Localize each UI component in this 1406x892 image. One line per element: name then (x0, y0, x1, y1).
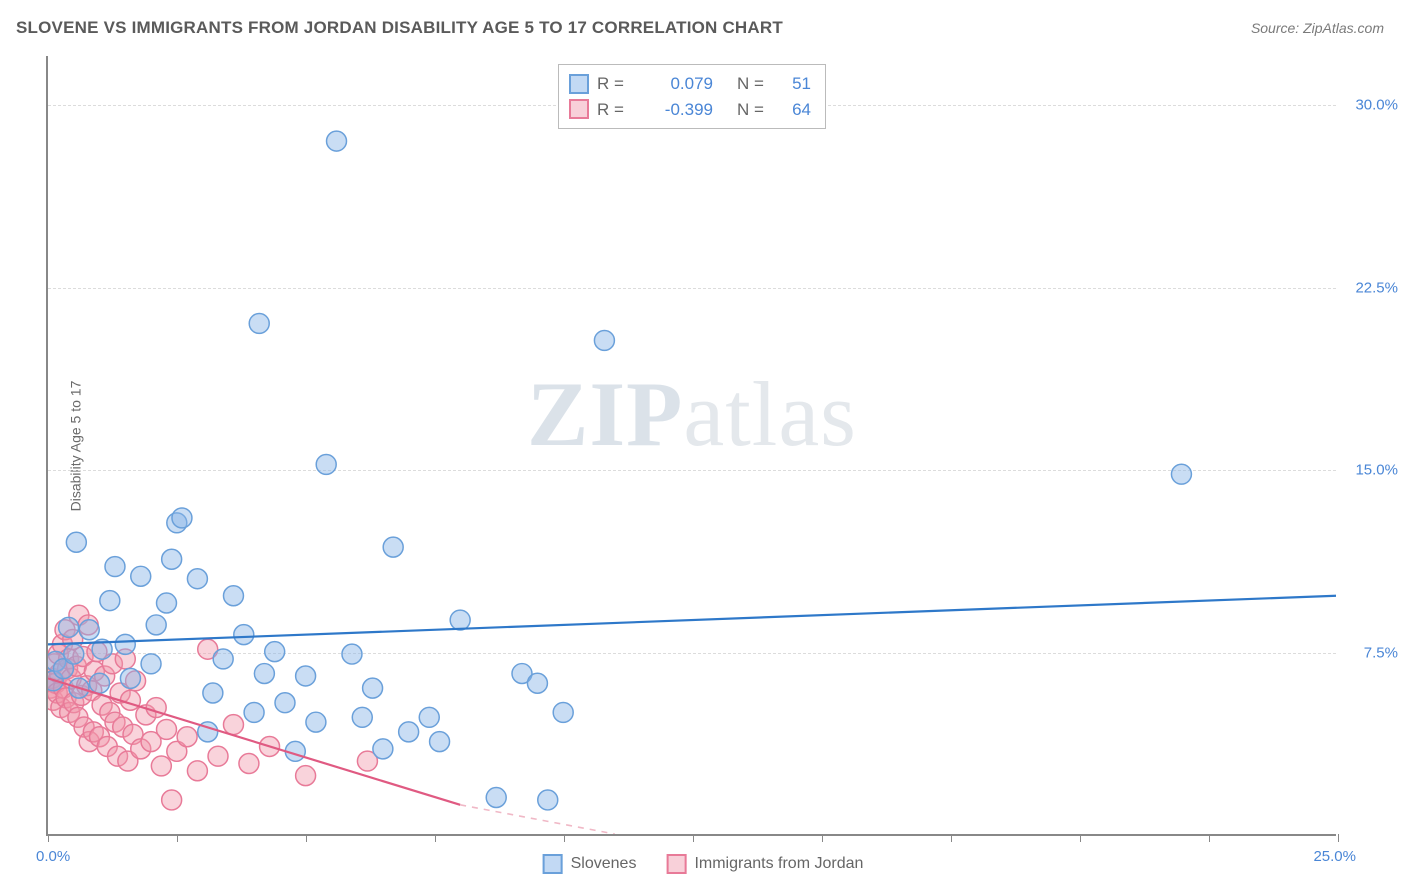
swatch-slovenes-icon (543, 854, 563, 874)
x-tick (177, 834, 178, 842)
x-tick (48, 834, 49, 842)
series-label-jordan: Immigrants from Jordan (694, 855, 863, 873)
correlation-legend: R = 0.079 N = 51 R = -0.399 N = 64 (558, 64, 826, 129)
y-tick-label: 15.0% (1355, 462, 1398, 479)
r-value-jordan: -0.399 (641, 97, 713, 123)
y-tick-label: 30.0% (1355, 96, 1398, 113)
x-tick (564, 834, 565, 842)
legend-item-jordan: Immigrants from Jordan (666, 854, 863, 874)
legend-item-slovenes: Slovenes (543, 854, 637, 874)
n-value-jordan: 64 (781, 97, 811, 123)
x-max-label: 25.0% (1313, 848, 1356, 865)
chart-title: SLOVENE VS IMMIGRANTS FROM JORDAN DISABI… (16, 18, 783, 38)
n-label: N = (737, 71, 773, 97)
x-tick (951, 834, 952, 842)
x-tick (1338, 834, 1339, 842)
swatch-jordan-icon (569, 99, 589, 119)
r-value-slovenes: 0.079 (641, 71, 713, 97)
n-value-slovenes: 51 (781, 71, 811, 97)
x-tick (1080, 834, 1081, 842)
x-tick (435, 834, 436, 842)
legend-row-slovenes: R = 0.079 N = 51 (569, 71, 811, 97)
y-tick-label: 7.5% (1364, 645, 1398, 662)
chart-plot-area: ZIPatlas R = 0.079 N = 51 R = -0.399 N =… (46, 56, 1336, 836)
r-label: R = (597, 71, 633, 97)
source-attribution: Source: ZipAtlas.com (1251, 20, 1384, 36)
series-legend: Slovenes Immigrants from Jordan (543, 854, 864, 874)
x-tick (306, 834, 307, 842)
swatch-jordan-icon (666, 854, 686, 874)
r-label: R = (597, 97, 633, 123)
legend-row-jordan: R = -0.399 N = 64 (569, 97, 811, 123)
swatch-slovenes-icon (569, 74, 589, 94)
x-tick (1209, 834, 1210, 842)
x-min-label: 0.0% (36, 848, 70, 865)
x-tick (822, 834, 823, 842)
y-tick-label: 22.5% (1355, 279, 1398, 296)
x-tick (693, 834, 694, 842)
scatter-svg (48, 56, 1336, 834)
n-label: N = (737, 97, 773, 123)
series-label-slovenes: Slovenes (571, 855, 637, 873)
